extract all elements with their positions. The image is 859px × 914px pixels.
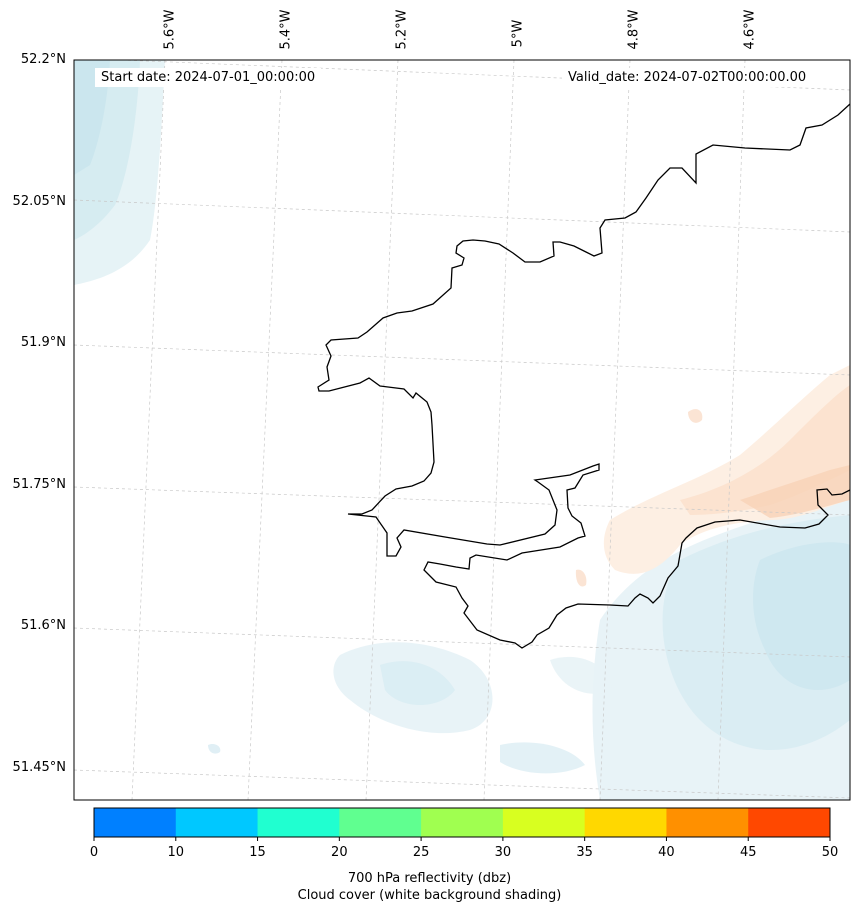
colorbar-tick-label: 0 xyxy=(89,845,99,860)
colorbar-segment xyxy=(502,808,586,837)
lat-label: 51.45°N xyxy=(12,760,66,775)
colorbar-tick-label: 30 xyxy=(494,845,512,860)
colorbar-segment xyxy=(666,808,749,837)
start-date-label: Start date: 2024-07-01_00:00:00 xyxy=(95,68,322,87)
colorbar-segment xyxy=(257,808,340,837)
colorbar-tick-label: 15 xyxy=(249,845,266,860)
colorbar-segment xyxy=(421,808,504,837)
colorbar-segment xyxy=(748,808,831,837)
colorbar-title: 700 hPa reflectivity (dbz) xyxy=(347,871,512,886)
colorbar-tick-label: 40 xyxy=(658,845,675,860)
lon-label: 5°W xyxy=(510,19,526,48)
lon-label: 4.8°W xyxy=(626,9,642,50)
reflectivity-shading xyxy=(575,365,850,587)
colorbar-tick-label: 10 xyxy=(167,845,185,860)
coastline xyxy=(317,103,850,649)
lon-label: 5.4°W xyxy=(278,9,294,50)
colorbar-tick-label: 35 xyxy=(576,845,593,860)
lat-label: 52.2°N xyxy=(20,52,66,67)
lat-label: 51.9°N xyxy=(20,335,66,350)
colorbar-tick-label: 20 xyxy=(331,845,348,860)
colorbar-segment xyxy=(175,808,259,837)
valid-date-label: Valid_date: 2024-07-02T00:00:00.00 xyxy=(562,68,813,87)
colorbar-tick-label: 45 xyxy=(739,845,757,860)
lon-label: 5.2°W xyxy=(394,9,410,50)
colorbar-tick-label: 50 xyxy=(821,845,839,860)
cloud-cover-shading xyxy=(74,60,850,800)
lon-label: 5.6°W xyxy=(162,9,178,50)
lat-label: 52.05°N xyxy=(12,194,66,209)
colorbar-segment xyxy=(584,808,667,837)
lon-label: 4.6°W xyxy=(742,9,758,50)
colorbar xyxy=(94,808,831,837)
colorbar-segment xyxy=(94,808,177,837)
map-frame-border xyxy=(73,59,851,801)
colorbar-border xyxy=(93,807,831,838)
lat-label: 51.75°N xyxy=(12,477,66,492)
colorbar-subtitle: Cloud cover (white background shading) xyxy=(297,888,562,903)
colorbar-segment xyxy=(339,808,422,837)
lat-label: 51.6°N xyxy=(20,618,66,633)
colorbar-tick-label: 25 xyxy=(412,845,430,860)
